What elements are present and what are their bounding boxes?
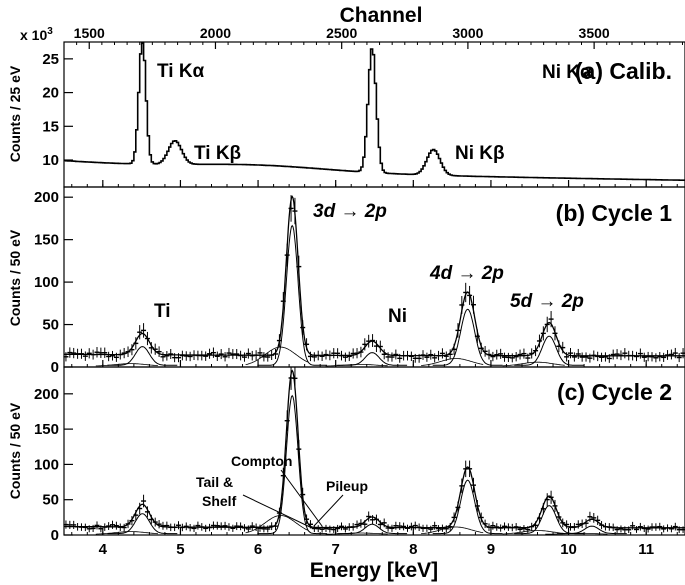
energy-tick-label: 11 [638,541,654,558]
channel-axis-title: Channel [340,4,423,27]
tail-component [325,532,388,535]
tail-component [502,530,565,535]
peak-label-4d-2p: 4d → 2p [429,263,504,284]
y-multiplier: x 103 [20,26,53,43]
y-tick-label: 150 [34,232,59,249]
energy-tick-label: 6 [254,541,262,558]
tail-component [325,364,388,367]
tail-component [545,532,608,535]
compton-leader [280,469,323,527]
channel-tick-label: 1500 [74,25,105,41]
energy-axis-title: Energy [keV] [310,559,438,582]
total-fit [64,369,685,529]
panel-b-title: (b) Cycle 1 [556,200,673,226]
panel-calibration: (a) Calib. Counts / 25 eV Ti Kα Ti Kβ Ni… [7,41,685,188]
tail-component [245,346,308,365]
y-multiplier-exp: 3 [47,26,53,37]
tail-component [95,363,158,367]
peak-label-3d-2p: 3d → 2p [313,201,387,222]
peak-label-ni-kbeta: Ni Kβ [455,143,505,164]
panel-b-ylabel: Counts / 50 eV [7,229,23,326]
y-multiplier-base: x 10 [20,27,47,43]
tail-leader [242,494,313,529]
y-tick-label: 0 [51,527,59,544]
fit-component [432,308,503,366]
annotation-compton: Compton [231,453,292,469]
panel-a-ylabel: Counts / 25 eV [7,65,23,162]
channel-tick-label: 3000 [452,25,483,41]
fit-component [432,479,503,535]
channel-axis: Channel x 103 [20,4,422,43]
y-tick-label: 100 [34,456,59,473]
energy-tick-label: 8 [409,541,417,558]
peak-label-ni: Ni [388,306,407,327]
energy-tick-label: 10 [560,541,577,558]
tail-component [502,361,565,367]
chart-marks: 1500 2000 2500 3000 350010152025050100150200… [34,25,685,558]
fit-component [514,505,585,535]
annotation-pileup: Pileup [326,478,368,494]
y-tick-label: 15 [42,118,59,135]
channel-tick-label: 3500 [579,25,610,41]
pileup-leader [313,494,344,527]
panel-c-title: (c) Cycle 2 [557,379,672,405]
fit-component [107,346,178,366]
tail-component [95,531,158,535]
y-tick-label: 200 [34,386,59,403]
y-tick-label: 50 [42,492,59,509]
peak-label-ti-kbeta: Ti Kβ [194,143,241,164]
peak-label-ni-kalpha: Ni Kα [542,62,592,83]
calibration-spectrum [64,42,685,181]
energy-tick-label: 7 [332,541,340,558]
fit-component [257,394,328,535]
y-tick-label: 25 [42,51,59,68]
y-tick-label: 150 [34,421,59,438]
fit-component [337,352,408,366]
y-tick-label: 200 [34,189,59,206]
peak-label-ti: Ti [154,301,171,322]
annotation-tail: Tail & [196,474,233,490]
channel-tick-label: 2000 [200,25,231,41]
y-tick-label: 50 [42,317,59,334]
energy-tick-label: 5 [176,541,184,558]
tail-component [421,358,484,366]
energy-tick-label: 9 [487,541,495,558]
annotation-shelf: Shelf [202,493,237,509]
panel-c-frame [63,366,685,536]
peak-label-ti-kalpha: Ti Kα [157,61,205,82]
channel-tick-label: 2500 [326,25,357,41]
energy-tick-label: 4 [99,541,108,558]
total-fit [64,195,685,357]
fit-component [514,335,585,366]
panel-a-title: (a) Calib. [575,58,672,84]
fit-component [107,513,178,535]
fit-component [257,224,328,366]
y-tick-label: 10 [42,152,59,169]
y-tick-label: 20 [42,85,59,102]
y-tick-label: 0 [51,359,59,376]
panel-cycle-2: (c) Cycle 2 Counts / 50 eV Compton Tail … [7,366,685,536]
y-tick-label: 100 [34,274,59,291]
panel-c-ylabel: Counts / 50 eV [7,402,23,499]
panel-cycle-1: (b) Cycle 1 Counts / 50 eV Ti 3d → 2p Ni… [7,186,685,368]
peak-label-5d-2p: 5d → 2p [510,291,584,312]
